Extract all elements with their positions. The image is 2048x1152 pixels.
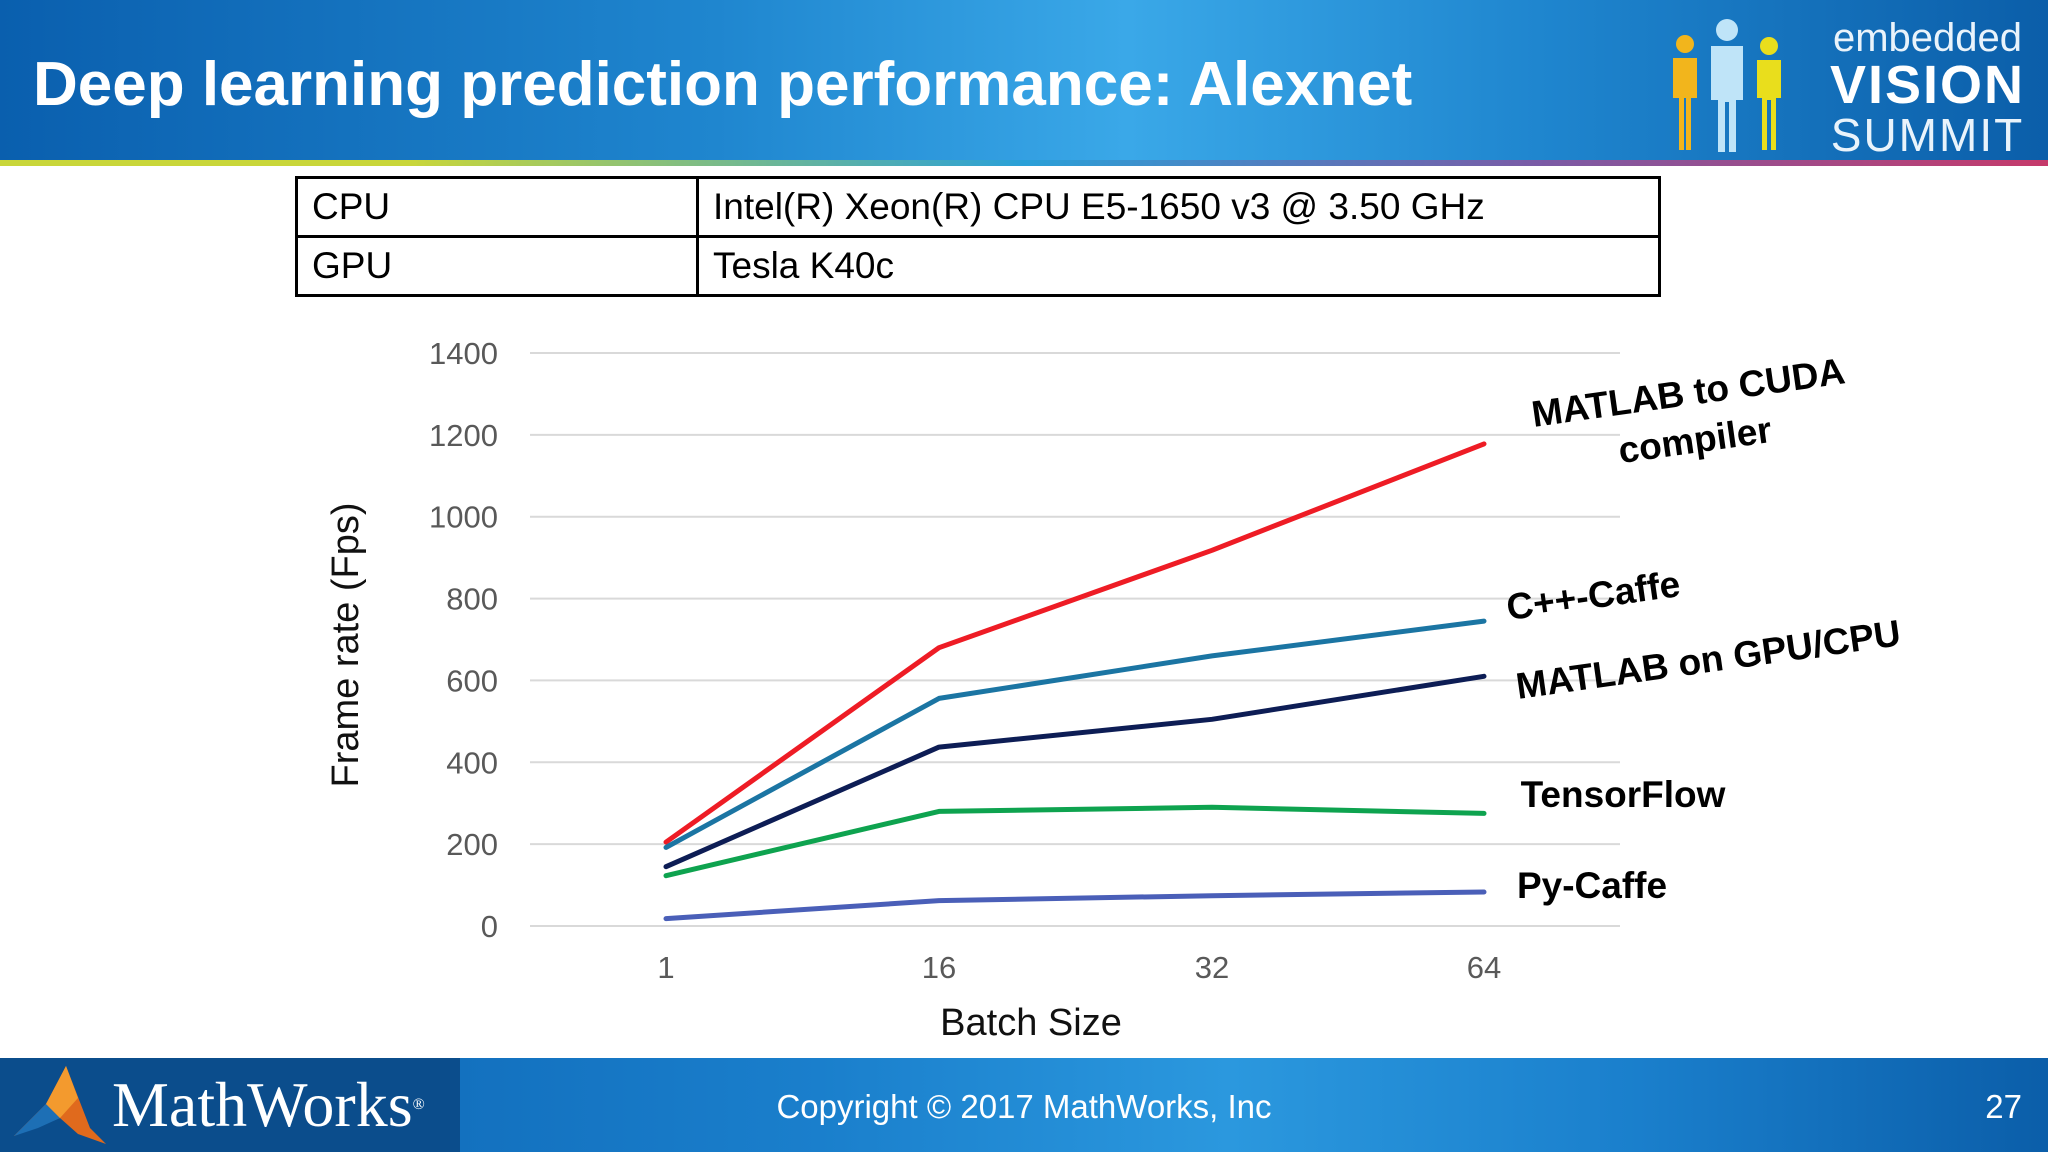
y-tick-label: 1000 xyxy=(429,500,498,535)
logo-line-vision: VISION xyxy=(1829,55,2026,115)
table-row: CPU Intel(R) Xeon(R) CPU E5-1650 v3 @ 3.… xyxy=(295,176,1661,238)
membrane-logo-icon xyxy=(14,1066,106,1144)
x-axis-ticks: 1 16 32 64 xyxy=(657,950,1501,985)
logo-line-embedded: embedded xyxy=(1832,16,2023,60)
series-label: TensorFlow xyxy=(1521,774,1726,815)
x-tick-label: 16 xyxy=(922,950,956,985)
people-silhouettes-icon xyxy=(1673,19,1781,152)
series-label-line: TensorFlow xyxy=(1521,774,1726,815)
y-tick-label: 400 xyxy=(446,745,498,780)
spec-key-cpu: CPU xyxy=(295,176,699,238)
hardware-spec-table: CPU Intel(R) Xeon(R) CPU E5-1650 v3 @ 3.… xyxy=(295,176,1661,297)
page-number: 27 xyxy=(1985,1088,2022,1125)
y-tick-label: 800 xyxy=(446,582,498,617)
copyright-text: Copyright © 2017 MathWorks, Inc xyxy=(776,1088,1272,1125)
series-label-line: C++-Caffe xyxy=(1504,563,1683,628)
spec-value-gpu: Tesla K40c xyxy=(696,235,1661,297)
header-divider xyxy=(0,160,2048,166)
slide-header: Deep learning prediction performance: Al… xyxy=(0,0,2048,160)
x-tick-label: 32 xyxy=(1195,950,1229,985)
series-label-line: MATLAB on GPU/CPU xyxy=(1513,612,1903,707)
y-axis-label: Frame rate (Fps) xyxy=(325,502,367,787)
x-tick-label: 64 xyxy=(1467,950,1501,985)
table-row: GPU Tesla K40c xyxy=(295,235,1661,297)
mathworks-wordmark: MathWorks xyxy=(112,1069,413,1140)
y-tick-label: 200 xyxy=(446,827,498,862)
slide-footer: MathWorks® Copyright © 2017 MathWorks, I… xyxy=(0,1058,2048,1152)
x-tick-label: 1 xyxy=(657,950,674,985)
y-tick-label: 0 xyxy=(481,909,498,944)
y-tick-label: 1400 xyxy=(429,336,498,371)
logo-line-summit: SUMMIT xyxy=(1830,109,2025,161)
chart-series-lines xyxy=(663,441,1487,922)
series-line xyxy=(663,889,1487,922)
series-line xyxy=(663,673,1487,870)
series-label: MATLAB on GPU/CPU xyxy=(1513,612,1903,707)
y-tick-label: 1200 xyxy=(429,418,498,453)
embedded-vision-summit-logo: embedded VISION SUMMIT xyxy=(1815,18,2040,158)
series-line xyxy=(663,441,1487,845)
series-label: MATLAB to CUDAcompiler xyxy=(1529,350,1854,482)
spec-value-cpu: Intel(R) Xeon(R) CPU E5-1650 v3 @ 3.50 G… xyxy=(696,176,1661,238)
y-tick-label: 600 xyxy=(446,663,498,698)
slide-title: Deep learning prediction performance: Al… xyxy=(33,50,1413,119)
series-label: Py-Caffe xyxy=(1517,865,1667,906)
series-line xyxy=(663,618,1487,850)
series-line xyxy=(663,804,1487,879)
chart-gridlines xyxy=(530,352,1620,927)
series-label-line: Py-Caffe xyxy=(1517,865,1667,906)
x-axis-label: Batch Size xyxy=(940,1002,1122,1044)
spec-key-gpu: GPU xyxy=(295,235,699,297)
y-axis-ticks: 0 200 400 600 800 1000 1200 1400 xyxy=(429,336,498,944)
series-label: C++-Caffe xyxy=(1504,563,1683,628)
mathworks-logo: MathWorks® xyxy=(0,1058,460,1152)
